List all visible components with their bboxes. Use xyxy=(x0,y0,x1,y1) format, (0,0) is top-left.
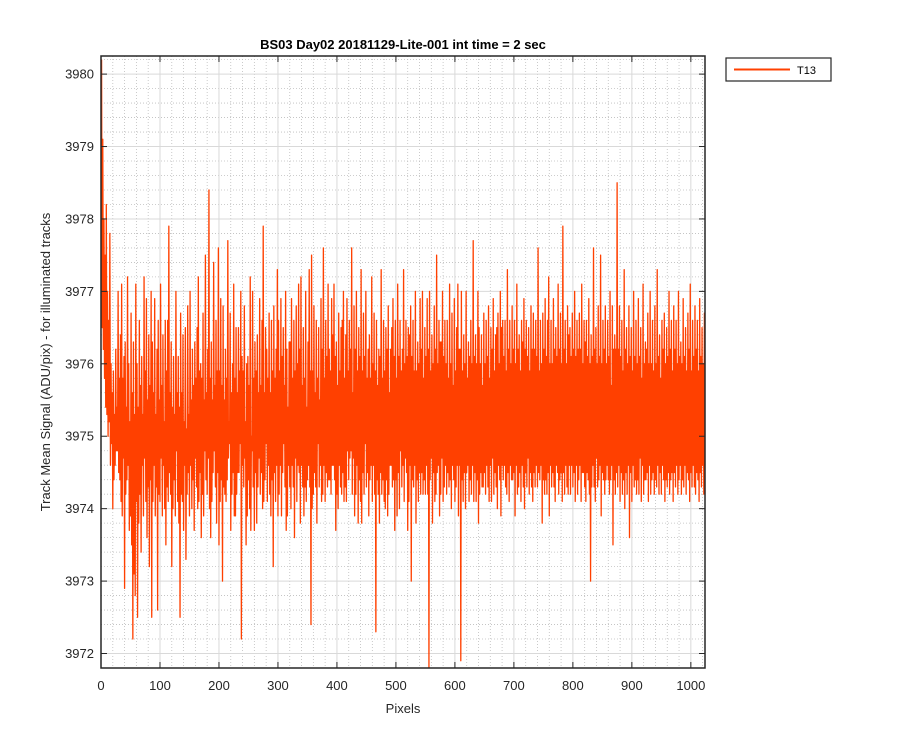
y-tick-label: 3976 xyxy=(65,356,94,371)
y-tick-label: 3973 xyxy=(65,574,94,589)
x-tick-label: 900 xyxy=(621,678,643,693)
x-tick-label: 1000 xyxy=(676,678,705,693)
legend[interactable]: T13 xyxy=(725,57,832,82)
y-tick-label: 3975 xyxy=(65,429,94,444)
y-axis-label: Track Mean Signal (ADU/pix) - for illumi… xyxy=(38,212,53,511)
y-tick-label: 3978 xyxy=(65,211,94,226)
x-tick-label: 400 xyxy=(326,678,348,693)
y-tick-labels: 3972 3973 3974 3975 3976 3977 3978 3979 3980 xyxy=(65,67,94,661)
axis-ticks xyxy=(100,56,705,668)
x-tick-label: 100 xyxy=(149,678,171,693)
series-line-t13 xyxy=(101,59,705,668)
y-tick-label: 3979 xyxy=(65,139,94,154)
axes-box xyxy=(100,55,706,669)
x-tick-label: 0 xyxy=(97,678,104,693)
y-tick-label: 3980 xyxy=(65,67,94,82)
x-tick-label: 600 xyxy=(444,678,466,693)
x-tick-label: 300 xyxy=(267,678,289,693)
x-tick-label: 500 xyxy=(385,678,407,693)
x-axis-label: Pixels xyxy=(386,701,421,716)
series-layer xyxy=(101,59,705,668)
legend-label-t13: T13 xyxy=(797,65,816,77)
x-tick-labels: 0 100 200 300 400 500 600 700 800 900 1000 xyxy=(97,678,705,693)
y-tick-label: 3974 xyxy=(65,501,94,516)
x-tick-label: 200 xyxy=(208,678,230,693)
y-tick-label: 3972 xyxy=(65,646,94,661)
y-tick-label: 3977 xyxy=(65,284,94,299)
chart-title: BS03 Day02 20181129-Lite-001 int time = … xyxy=(260,37,546,52)
x-tick-label: 800 xyxy=(562,678,584,693)
x-tick-label: 700 xyxy=(503,678,525,693)
